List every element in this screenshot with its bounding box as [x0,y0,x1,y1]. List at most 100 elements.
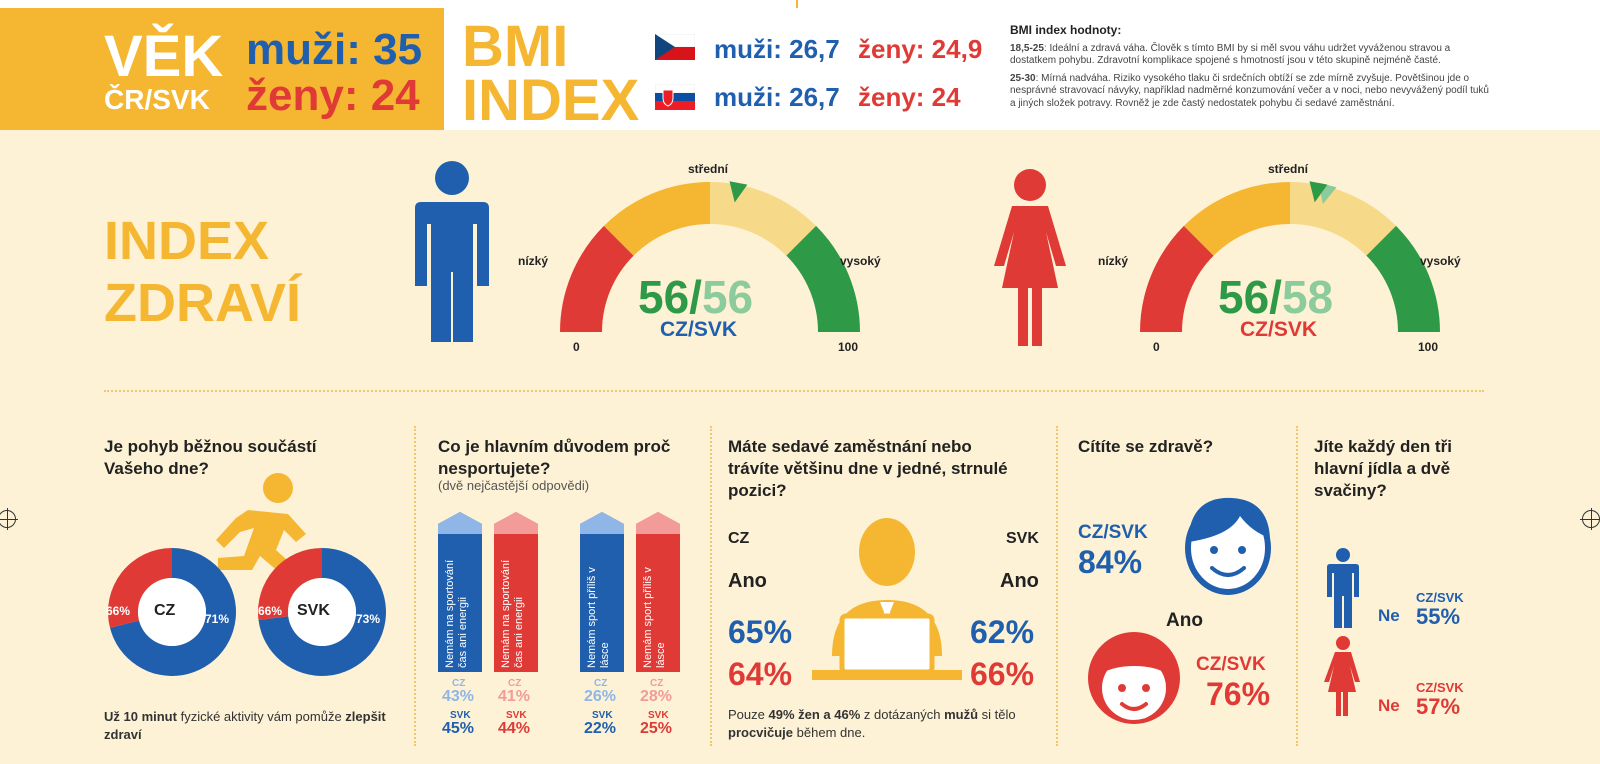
men-index-sep: / [689,271,702,323]
gauge-women-min: 0 [1153,340,1160,354]
donut-seg-blue [110,548,236,676]
bar-men-love-tip [580,512,624,534]
sedentary-cz-yes: Ano [728,570,767,592]
bar-women-love-tip [636,512,680,534]
czech-flag-icon [655,34,695,60]
women-index-caption: CZ/SVK [1240,318,1318,341]
bar-men-love-label: Nemám sport příliš v lásce [586,567,611,668]
bar-men-time-label: Nemám na sportování čas ani energii [444,559,469,668]
donut-seg-red [258,548,322,621]
donut-seg-red [108,548,172,628]
men-index-caption: CZ/SVK [660,318,738,341]
bmi-info-1-text: : Ideální a zdravá váha. Člověk s tímto … [1010,42,1451,67]
rv2-cz: 41% [498,688,531,705]
rv1-svk: 45% [442,720,475,737]
meals-question: Jíte každý den tři hlavní jídla a dvě sv… [1314,437,1452,500]
gauge-seg-mid-low [1183,182,1290,256]
rv3-cz-label: CZ [594,678,608,689]
bmi-info: BMI index hodnoty: 18,5-25: Ideální a zd… [1010,24,1490,110]
donut-hole [288,578,356,646]
gauge-seg-mid-low [603,182,710,256]
woman-icon [994,169,1066,346]
section-divider [104,390,1484,392]
bmi-info-2: 25-30: Mírná nadváha. Riziko vysokého tl… [1010,73,1490,111]
gauge-men-label-mid: střední [688,162,729,176]
gauge-seg-low [560,225,634,332]
sf-end: během dne. [793,725,866,740]
bmi-cz-men: muži: 26,7 [714,34,840,64]
girl-face-icon [1088,632,1180,724]
meals-woman-icon [1324,636,1360,716]
gauge-men-max: 100 [838,340,859,354]
meals-men-no: Ne [1378,606,1400,625]
health-index-title-2: ZDRAVÍ [104,273,301,333]
men-index-svk: 56 [701,271,754,323]
sedentary-cz-women: 64% [728,656,793,692]
sedentary-cz-men: 65% [728,614,793,650]
column-divider-4 [1296,426,1298,746]
gauge-seg-high [786,225,860,332]
gauge-women-max: 100 [1418,340,1439,354]
men-index-values: 56/56 [638,270,753,324]
bar-women-love [636,512,680,672]
movement-footer-b2: zlepšit zdraví [104,709,386,742]
donut-cz-left: 66% [106,604,131,618]
healthy-women-pct: 76% [1206,676,1271,712]
donut-seg-blue [258,548,386,676]
donut-cz-right: 71% [205,612,230,626]
rv1-cz: 43% [442,688,475,705]
movement-donut-svk [258,548,386,676]
rv2-svk-label: SVK [506,710,527,721]
sf-pre: Pouze [728,707,769,722]
bar-women-time-label: Nemám na sportování čas ani energii [500,559,525,668]
rv4-cz-label: CZ [650,678,664,689]
bmi-cz-women: ženy: 24,9 [858,34,983,64]
meals-men-label: CZ/SVK [1416,590,1464,605]
meals-women-pct: 57% [1416,694,1461,719]
gauge-seg-high [1366,225,1440,332]
reasons-values: CZ 43% SVK 45% CZ 41% SVK 44% CZ 26% SVK… [438,678,708,748]
women-index-svk: 58 [1281,271,1334,323]
bar-women-time-tip [494,512,538,534]
women-index-cz: 56 [1218,271,1270,323]
reasons-sub: (dvě nejčastější odpovědi) [438,478,590,493]
gauge-women-label-high: vysoký [1420,254,1461,268]
top-marker [796,0,798,8]
office-worker-icon [812,518,962,680]
healthy-question: Cítíte se zdravě? [1078,437,1214,456]
healthy-women-label: CZ/SVK [1196,654,1266,675]
meals-women-no: Ne [1378,696,1400,715]
rv4-svk: 25% [640,720,673,737]
gauge-men-label-high: vysoký [840,254,881,268]
sedentary-svk-label: SVK [1006,530,1039,547]
women-index-sep: / [1269,271,1282,323]
gauge-men-min: 0 [573,340,580,354]
gauge-marker-cz [729,181,748,203]
sf-b3: procvičuje [728,725,794,740]
donut-svk-label: SVK [297,602,330,619]
rv2-cz-label: CZ [508,678,522,689]
gauge-marker-cz [1309,181,1328,203]
bar-men-love [580,512,624,672]
rv3-svk: 22% [584,720,617,737]
column-divider-1 [414,426,416,746]
boy-face-icon [1185,497,1271,595]
bmi-info-1-range: 18,5-25 [1010,42,1044,54]
men-health-gauge [560,181,860,332]
rv1-cz-label: CZ [452,678,466,689]
bmi-title: BMI [462,14,569,79]
reasons-question: Co je hlavním důvodem proč nesportujete? [438,437,671,478]
sedentary-cz-label: CZ [728,530,750,547]
men-index-cz: 56 [638,271,690,323]
age-subtitle: ČR/SVK [104,84,210,115]
rv3-svk-label: SVK [592,710,613,721]
sedentary-svk-yes: Ano [1000,570,1039,592]
reasons-bars [438,512,680,672]
health-index-title: INDEX [104,211,270,271]
meals-women-label: CZ/SVK [1416,680,1464,695]
gauge-women-label-mid: střední [1268,162,1309,176]
column-divider-2 [710,426,712,746]
rv2-svk: 44% [498,720,531,737]
bmi-info-2-text: : Mírná nadváha. Riziko vysokého tlaku č… [1010,72,1489,109]
registration-mark-right [1580,508,1600,530]
